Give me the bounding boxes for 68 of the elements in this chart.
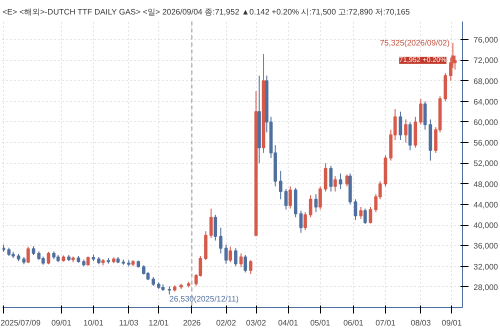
y-tick-label: 68,000 xyxy=(474,76,499,86)
x-tick-label: 04/01 xyxy=(278,318,299,328)
x-tick-label: 10/01 xyxy=(83,318,104,328)
annotation: 75,325(2026/09/02) xyxy=(380,38,450,48)
candlestick xyxy=(224,244,228,264)
y-tick-label: 52,000 xyxy=(474,159,499,168)
x-tick-label: 2025/07/09 xyxy=(0,318,42,328)
candlestick xyxy=(314,194,318,213)
y-tick-label: 44,000 xyxy=(474,200,499,210)
annotation: 26,530(2025/12/11) xyxy=(169,294,239,304)
candlestick xyxy=(334,176,337,192)
x-tick-label: 09/01 xyxy=(51,318,72,328)
candlestick xyxy=(414,116,418,148)
y-tick-label: 60,000 xyxy=(474,118,499,127)
candlestick xyxy=(239,252,243,268)
candlestick xyxy=(142,264,146,276)
candlestick xyxy=(444,72,448,102)
chart-title: <E> <해외>-DUTCH TTF DAILY GAS> <일> 2026/09/04 종:71,952 ▲0.142 +0.20% 시:71,500 고:72,890 저:70,165 xyxy=(2,8,410,16)
candlestick xyxy=(249,260,252,275)
candlestick xyxy=(423,100,427,130)
candlestick xyxy=(324,162,328,192)
candlestick xyxy=(234,248,238,267)
y-tick-label: 48,000 xyxy=(474,180,499,189)
x-tick-label: 2026 xyxy=(182,318,202,328)
candlestick xyxy=(284,188,288,210)
candlestick xyxy=(209,208,213,238)
x-tick-label: 07/01 xyxy=(375,318,396,328)
candlestick xyxy=(354,198,358,220)
y-tick-label: 72,000 xyxy=(474,56,499,66)
candlestick xyxy=(338,173,342,190)
x-tick-label: 02/02 xyxy=(216,318,237,328)
candlestick xyxy=(26,246,30,264)
candlestick xyxy=(345,174,349,187)
x-tick-label: 12/01 xyxy=(148,318,170,328)
candlestick xyxy=(299,210,303,234)
candlestick xyxy=(288,186,292,210)
y-tick-label: 56,000 xyxy=(474,138,499,148)
candlestick xyxy=(304,212,307,231)
candlestick xyxy=(204,230,208,261)
candlestick xyxy=(359,206,363,220)
candlestick xyxy=(294,187,298,218)
candlestick xyxy=(228,246,232,263)
candlestick xyxy=(214,214,218,242)
x-tick-label: 08/03 xyxy=(410,318,432,328)
candlestick xyxy=(219,227,222,254)
y-tick-label: 40,000 xyxy=(474,221,499,230)
y-tick-label: 28,000 xyxy=(474,282,499,292)
x-tick-label: 03/02 xyxy=(246,318,267,328)
x-tick-label: 09/01 xyxy=(442,318,462,328)
candlestick xyxy=(419,98,422,126)
y-tick-label: 32,000 xyxy=(474,262,499,272)
candlestick xyxy=(368,206,372,224)
candlestick xyxy=(398,111,402,141)
y-tick-label: 76,000 xyxy=(474,36,499,45)
x-tick-label: 05/01 xyxy=(310,318,331,328)
candlestick xyxy=(86,256,90,266)
candlestick xyxy=(363,208,367,225)
candlestick xyxy=(278,170,282,200)
candlestick xyxy=(308,194,312,218)
candlestick xyxy=(404,118,408,144)
candlestick xyxy=(244,254,248,273)
x-tick-label: 11/03 xyxy=(119,318,139,328)
x-tick-label: 06/01 xyxy=(343,318,364,328)
y-tick-label: 36,000 xyxy=(474,242,499,251)
candlestick xyxy=(329,165,333,192)
y-tick-label: 64,000 xyxy=(474,97,499,106)
candlestick xyxy=(408,121,412,151)
candlestick xyxy=(318,186,322,210)
